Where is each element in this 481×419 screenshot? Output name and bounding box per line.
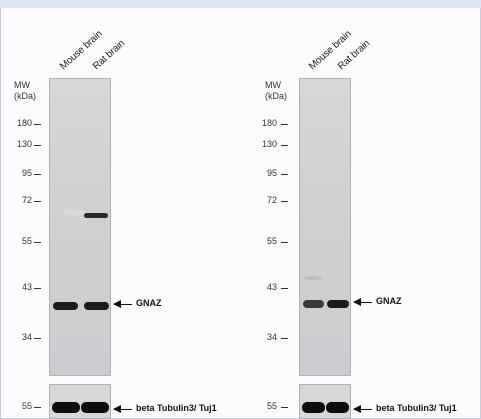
loading-label-tubulin: beta Tubulin3/ Tuj1 bbox=[136, 403, 217, 413]
mw-tick-55 bbox=[34, 242, 41, 243]
mw-marker-130: 130 bbox=[261, 139, 277, 149]
mw-tick-43 bbox=[281, 288, 288, 289]
mw-tick-43 bbox=[34, 288, 41, 289]
mw-marker-180: 180 bbox=[16, 118, 32, 128]
band-rat-72kda bbox=[84, 213, 108, 218]
blot-membrane-loading-control bbox=[49, 384, 111, 419]
loading-mw-marker-55: 55 bbox=[266, 401, 277, 411]
mw-marker-72: 72 bbox=[266, 195, 277, 205]
tubulin-arrow bbox=[113, 405, 132, 413]
mw-tick-180 bbox=[34, 124, 41, 125]
faint-band bbox=[62, 209, 86, 216]
band-mouse-gnaz bbox=[53, 302, 78, 310]
band-rat-gnaz bbox=[327, 300, 349, 308]
loading-label-tubulin: beta Tubulin3/ Tuj1 bbox=[376, 403, 457, 413]
band-mouse-tubulin bbox=[52, 402, 80, 413]
band-mouse-gnaz bbox=[303, 300, 324, 308]
mw-marker-55: 55 bbox=[266, 236, 277, 246]
mw-marker-95: 95 bbox=[21, 168, 32, 178]
mw-tick-95 bbox=[281, 174, 288, 175]
mw-tick-130 bbox=[281, 145, 288, 146]
mw-axis-label: MW (kDa) bbox=[265, 80, 287, 101]
band-rat-tubulin bbox=[326, 402, 349, 413]
loading-mw-tick-55 bbox=[34, 407, 41, 408]
mw-axis-label: MW (kDa) bbox=[14, 80, 36, 101]
target-label-gnaz: GNAZ bbox=[376, 296, 402, 306]
mw-tick-130 bbox=[34, 145, 41, 146]
target-label-gnaz: GNAZ bbox=[136, 298, 162, 308]
band-rat-tubulin bbox=[81, 402, 109, 413]
blot-membrane-main bbox=[49, 78, 111, 376]
band-mouse-tubulin bbox=[302, 402, 325, 413]
mw-tick-180 bbox=[281, 124, 288, 125]
gnaz-arrow bbox=[353, 298, 372, 306]
mw-marker-43: 43 bbox=[21, 282, 32, 292]
mw-marker-130: 130 bbox=[16, 139, 32, 149]
mw-marker-34: 34 bbox=[266, 332, 277, 342]
mw-marker-55: 55 bbox=[21, 236, 32, 246]
mw-marker-34: 34 bbox=[21, 332, 32, 342]
loading-mw-marker-55: 55 bbox=[21, 401, 32, 411]
mw-tick-72 bbox=[34, 201, 41, 202]
gnaz-arrow bbox=[113, 300, 132, 308]
faint-band bbox=[304, 276, 322, 280]
top-border-strip bbox=[0, 0, 481, 8]
mw-marker-43: 43 bbox=[266, 282, 277, 292]
tubulin-arrow bbox=[353, 405, 372, 413]
mw-marker-72: 72 bbox=[21, 195, 32, 205]
mw-tick-95 bbox=[34, 174, 41, 175]
mw-marker-95: 95 bbox=[266, 168, 277, 178]
blot-membrane-loading-control bbox=[299, 384, 351, 419]
mw-tick-55 bbox=[281, 242, 288, 243]
mw-tick-34 bbox=[34, 338, 41, 339]
blot-membrane-main bbox=[299, 78, 351, 376]
mw-tick-34 bbox=[281, 338, 288, 339]
mw-tick-72 bbox=[281, 201, 288, 202]
band-rat-gnaz bbox=[84, 302, 109, 310]
mw-marker-180: 180 bbox=[261, 118, 277, 128]
loading-mw-tick-55 bbox=[281, 407, 288, 408]
